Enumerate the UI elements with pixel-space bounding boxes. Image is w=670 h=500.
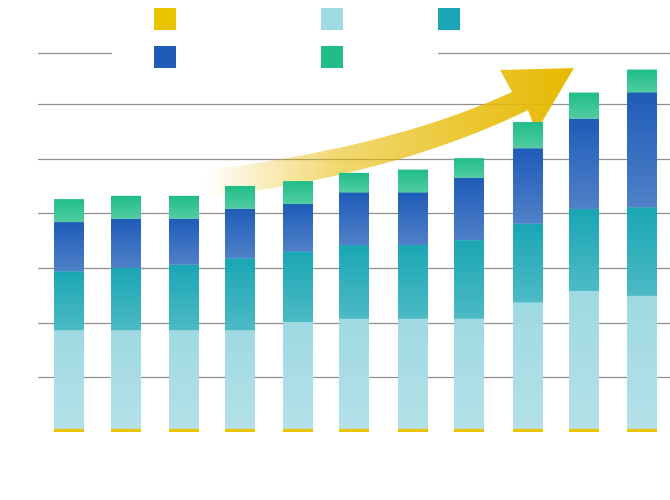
bar-segment bbox=[225, 208, 255, 259]
bar-segment bbox=[627, 428, 657, 432]
legend-swatch bbox=[321, 46, 343, 68]
trend-arrow bbox=[205, 68, 574, 198]
bar-segment bbox=[513, 148, 543, 224]
bar-segment bbox=[339, 428, 369, 432]
bar-segment bbox=[169, 264, 199, 331]
bar-segment bbox=[398, 428, 428, 432]
bar-segment bbox=[54, 330, 84, 429]
bar-segment bbox=[627, 92, 657, 208]
bar-segment bbox=[569, 290, 599, 429]
bar-segment bbox=[111, 268, 141, 331]
bar-segment bbox=[339, 318, 369, 429]
bar-segment bbox=[111, 428, 141, 432]
bars bbox=[54, 69, 657, 432]
bar-segment bbox=[339, 245, 369, 319]
bar-segment bbox=[169, 218, 199, 265]
bar-segment bbox=[283, 204, 313, 252]
bar-segment bbox=[398, 169, 428, 193]
bar-segment bbox=[283, 181, 313, 205]
bar-segment bbox=[283, 428, 313, 432]
legend bbox=[154, 8, 460, 68]
bar-segment bbox=[569, 428, 599, 432]
bar-segment bbox=[283, 251, 313, 323]
bar-segment bbox=[569, 118, 599, 209]
bar-segment bbox=[569, 208, 599, 291]
bar-segment bbox=[54, 428, 84, 432]
bar-segment bbox=[513, 122, 543, 149]
bar-segment bbox=[627, 207, 657, 296]
bar-segment bbox=[169, 330, 199, 429]
bar-segment bbox=[54, 222, 84, 272]
bar-segment bbox=[225, 330, 255, 429]
bar-segment bbox=[398, 318, 428, 429]
bar-segment bbox=[339, 192, 369, 246]
bar-segment bbox=[513, 428, 543, 432]
legend-swatch bbox=[154, 8, 176, 30]
legend-swatch bbox=[321, 8, 343, 30]
bar-segment bbox=[627, 295, 657, 429]
bar-segment bbox=[225, 258, 255, 331]
bar-segment bbox=[398, 245, 428, 319]
bar-segment bbox=[454, 240, 484, 319]
bar-segment bbox=[225, 428, 255, 432]
bar-segment bbox=[454, 177, 484, 241]
bar-segment bbox=[169, 195, 199, 219]
bar-segment bbox=[111, 330, 141, 429]
bar-segment bbox=[454, 158, 484, 178]
bar-segment bbox=[111, 195, 141, 219]
legend-swatch bbox=[154, 46, 176, 68]
bar-segment bbox=[454, 428, 484, 432]
bar-segment bbox=[339, 172, 369, 193]
bar-segment bbox=[169, 428, 199, 432]
bar-segment bbox=[398, 192, 428, 246]
bar-segment bbox=[54, 271, 84, 331]
bar-segment bbox=[627, 69, 657, 93]
trend-arrow-layer bbox=[205, 68, 574, 198]
bar-segment bbox=[225, 186, 255, 209]
legend-swatch bbox=[438, 8, 460, 30]
bar-segment bbox=[569, 92, 599, 119]
bar-segment bbox=[111, 218, 141, 268]
bar-segment bbox=[54, 199, 84, 223]
bar-segment bbox=[513, 223, 543, 303]
bar-segment bbox=[513, 302, 543, 429]
bar-segment bbox=[454, 318, 484, 429]
bar-segment bbox=[283, 322, 313, 429]
